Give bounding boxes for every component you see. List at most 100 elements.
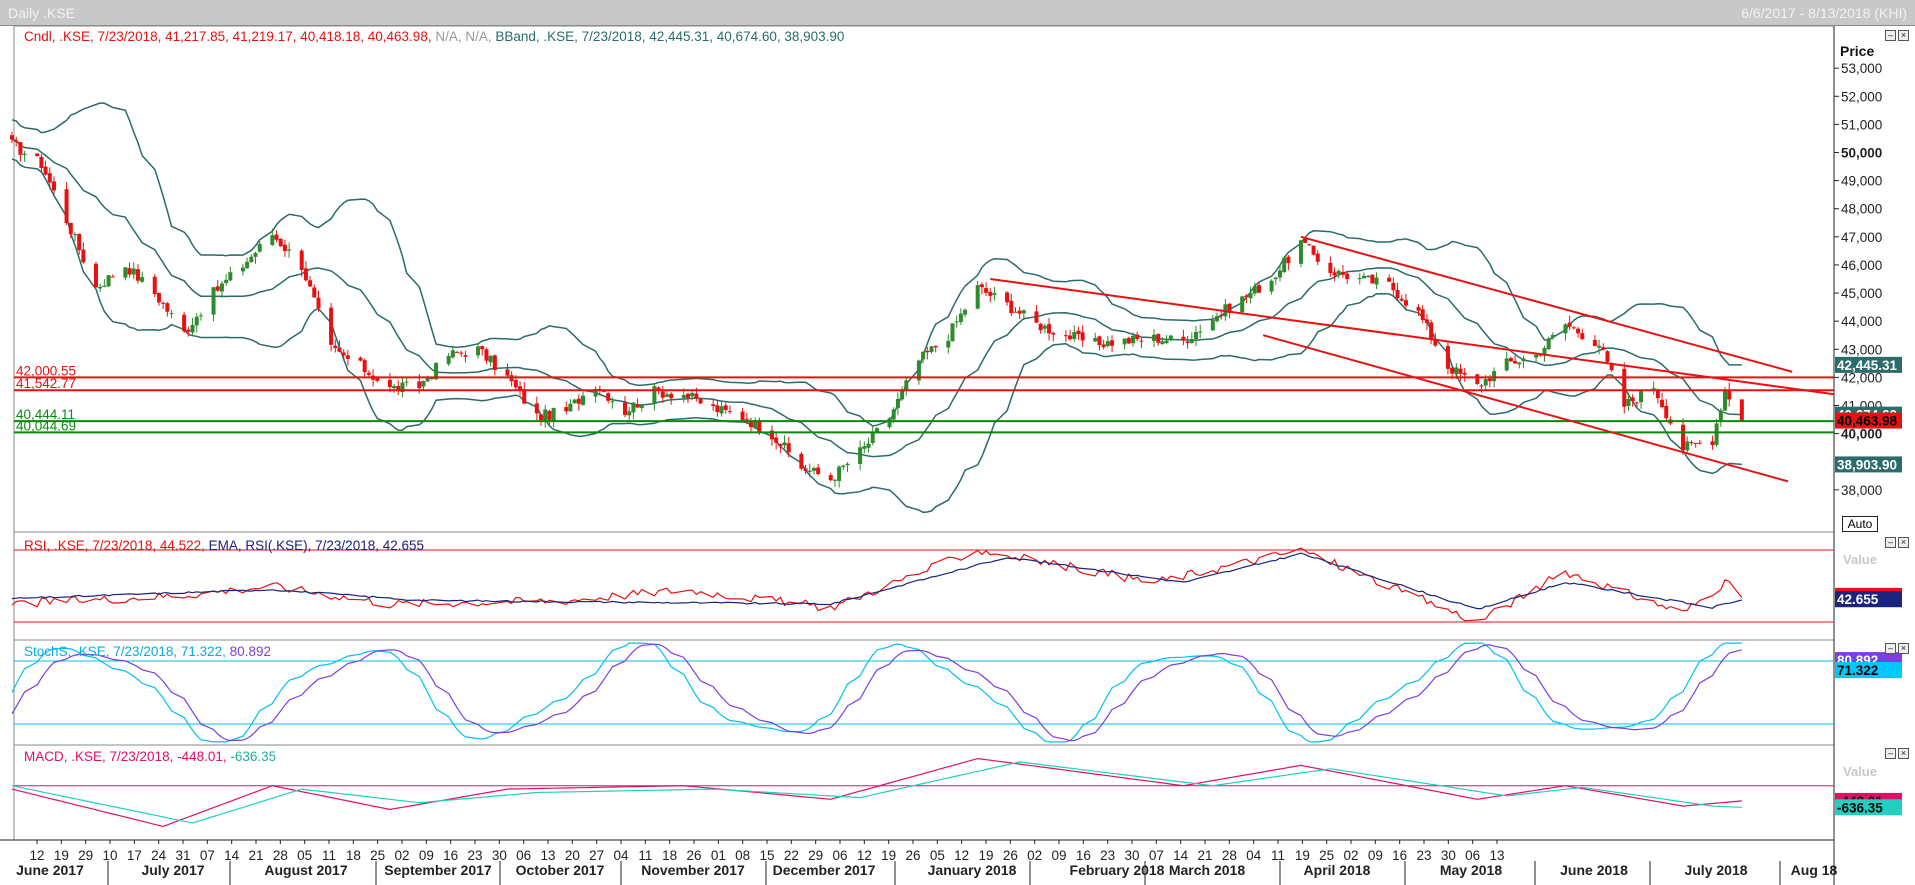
date-day-label: 26	[1003, 848, 1018, 863]
price-tick-label: 45,000	[1841, 286, 1882, 301]
date-day-label: 26	[686, 848, 701, 863]
candle-body	[1080, 332, 1085, 341]
rsi-minimize-icon[interactable]: –	[1885, 537, 1896, 548]
candle-body	[984, 288, 989, 293]
date-day-label: 21	[1197, 848, 1212, 863]
pane-close-icon[interactable]: ×	[1898, 30, 1909, 41]
candle-body	[190, 325, 195, 333]
price-flag-label: 38,903.90	[1837, 457, 1897, 472]
rsi-legend: RSI, .KSE, 7/23/2018, 44.522, EMA, RSI(.…	[24, 538, 424, 553]
candle-body	[341, 352, 346, 356]
candle-body	[539, 414, 544, 421]
candle-body	[1739, 399, 1744, 421]
candle-body	[299, 250, 304, 270]
candle-body	[837, 466, 842, 481]
rsi-close-icon[interactable]: ×	[1898, 537, 1909, 548]
pane-minimize-icon[interactable]: –	[1885, 30, 1896, 41]
date-day-label: 07	[200, 848, 215, 863]
price-tick-label: 43,000	[1841, 342, 1882, 357]
resistance-level-label: 41,542.77	[16, 376, 76, 391]
date-day-label: 19	[978, 848, 993, 863]
candle-body	[769, 430, 774, 440]
candle-body	[1622, 368, 1627, 407]
date-axis-bg	[0, 840, 1915, 885]
date-day-label: 14	[224, 848, 240, 863]
candle-body	[799, 453, 804, 469]
candle-body	[333, 345, 338, 349]
macd-close-icon[interactable]: ×	[1898, 748, 1909, 759]
price-tick-label: 40,000	[1841, 427, 1882, 442]
stoch-minimize-icon[interactable]: –	[1885, 643, 1896, 654]
candle-body	[1185, 341, 1190, 344]
price-tick-label: 50,000	[1841, 146, 1882, 161]
candle-body	[551, 407, 556, 422]
candle-body	[1332, 272, 1337, 276]
stoch-close-icon[interactable]: ×	[1898, 643, 1909, 654]
candle-body	[1513, 360, 1518, 364]
date-day-label: 04	[1246, 848, 1262, 863]
date-day-label: 31	[175, 848, 190, 863]
candle-body	[1131, 335, 1136, 344]
date-day-label: 09	[419, 848, 434, 863]
candle-body	[1546, 338, 1551, 350]
candle-body	[845, 463, 850, 466]
candle-body	[1072, 332, 1077, 340]
candle-body	[287, 249, 292, 251]
indicator-flag-label: 42.655	[1837, 592, 1879, 607]
macd-signal-legend-label: -636.35	[230, 749, 277, 764]
candle-body	[1693, 442, 1698, 444]
candle-body	[64, 189, 69, 224]
candle-body	[1567, 322, 1572, 327]
candle-body	[1630, 397, 1635, 402]
date-day-label: 07	[1149, 848, 1164, 863]
date-day-label: 24	[151, 848, 167, 863]
candle-body	[992, 293, 997, 295]
trendline	[1262, 334, 1789, 483]
candle-body	[131, 268, 136, 275]
date-day-label: 15	[759, 848, 774, 863]
candle-body	[1219, 314, 1224, 316]
candle-body	[1227, 303, 1232, 313]
price-tick-label: 44,000	[1841, 314, 1882, 329]
macd-minimize-icon[interactable]: –	[1885, 748, 1896, 759]
candle-body	[1194, 331, 1199, 340]
trendline	[1300, 235, 1793, 373]
candle-body	[39, 156, 44, 169]
candle-body	[1492, 371, 1497, 382]
candle-body	[127, 268, 132, 275]
candle-body	[165, 303, 170, 312]
candle-body	[963, 309, 968, 315]
macd-value-axis-title: Value	[1843, 764, 1877, 779]
candle-body	[1345, 273, 1350, 280]
price-flag-label: 42,445.31	[1837, 358, 1898, 373]
candle-body	[51, 181, 56, 191]
candle-body	[1068, 335, 1073, 340]
candle-body	[685, 393, 690, 398]
candle-body	[1626, 398, 1631, 407]
candle-body	[362, 360, 367, 373]
candle-body	[43, 166, 48, 175]
candle-body	[1256, 285, 1261, 293]
auto-scale-button[interactable]: Auto	[1842, 516, 1878, 532]
candle-body	[627, 411, 632, 416]
candle-body	[47, 173, 52, 183]
indicator-flag-bg	[1835, 662, 1902, 679]
candle-body	[480, 346, 485, 350]
bband-legend: BBand, .KSE, 7/23/2018, 42,445.31, 40,67…	[495, 29, 845, 44]
candle-body	[329, 307, 334, 345]
candle-body	[463, 355, 468, 357]
candle-body	[1454, 367, 1459, 375]
candle-body	[1252, 286, 1257, 294]
date-day-label: 19	[881, 848, 896, 863]
candle-body	[1269, 280, 1274, 292]
candle-body	[123, 267, 128, 278]
candle-body	[1542, 347, 1547, 356]
candle-body	[387, 379, 392, 388]
date-day-label: 01	[711, 848, 726, 863]
support-level-label: 40,044.69	[16, 418, 76, 433]
candle-body	[392, 386, 397, 389]
candle-body	[1168, 335, 1173, 340]
candle-body	[1723, 389, 1728, 411]
date-day-label: 18	[346, 848, 361, 863]
